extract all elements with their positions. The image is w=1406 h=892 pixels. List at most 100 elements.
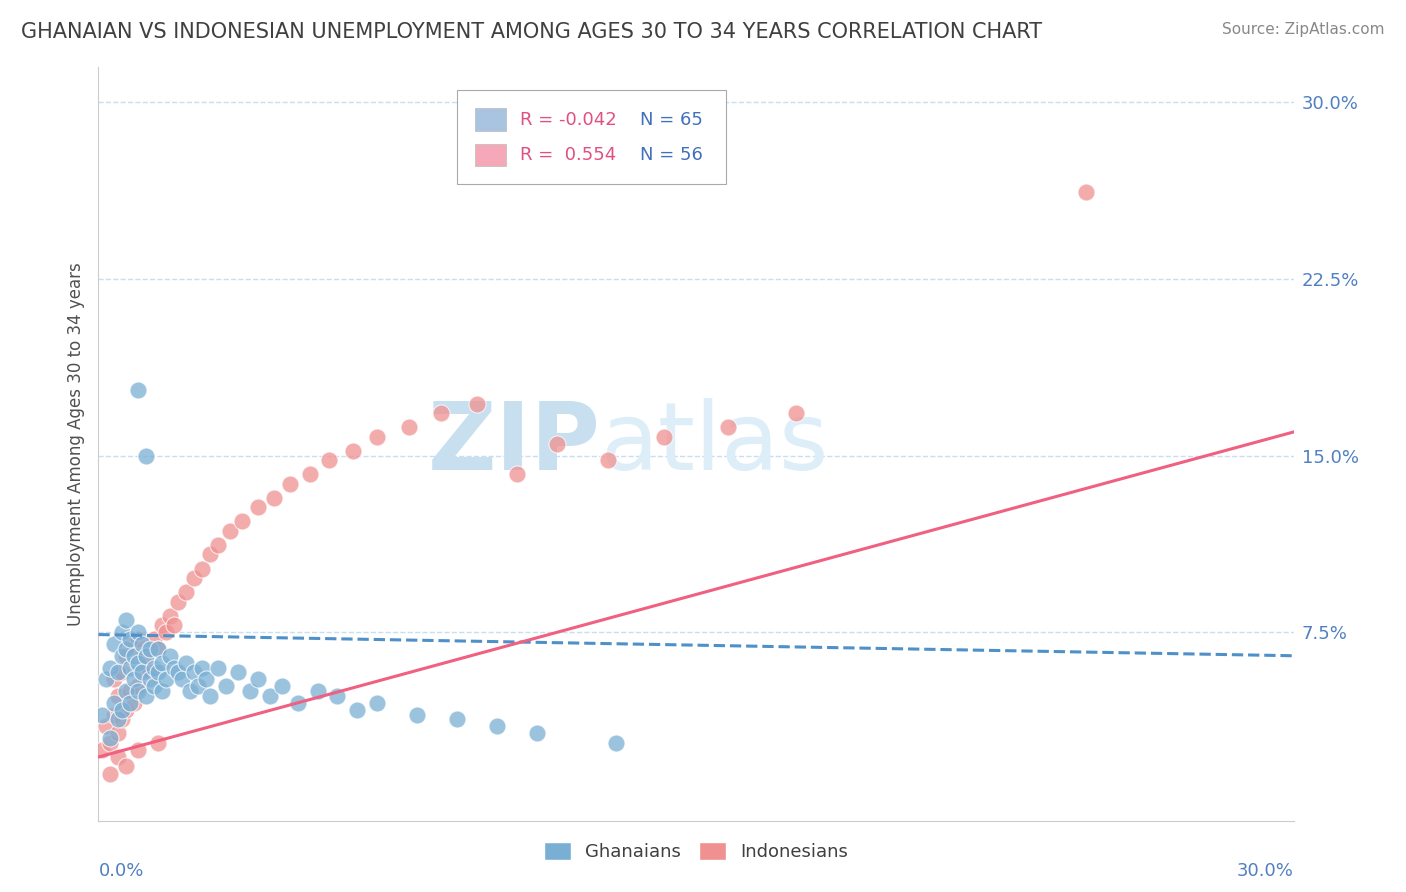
Point bbox=[183, 571, 205, 585]
Text: R =  0.554: R = 0.554 bbox=[520, 146, 617, 164]
Point bbox=[127, 625, 149, 640]
Text: 30.0%: 30.0% bbox=[1237, 862, 1294, 880]
Point bbox=[135, 449, 157, 463]
Point bbox=[131, 665, 153, 680]
Point bbox=[239, 684, 262, 698]
Point bbox=[124, 648, 146, 663]
Text: Source: ZipAtlas.com: Source: ZipAtlas.com bbox=[1222, 22, 1385, 37]
Point bbox=[163, 618, 186, 632]
Point bbox=[263, 491, 285, 505]
Point bbox=[124, 641, 146, 656]
Point bbox=[111, 665, 134, 680]
Point bbox=[465, 397, 488, 411]
Point bbox=[155, 673, 177, 687]
Point bbox=[155, 625, 177, 640]
Point bbox=[546, 437, 568, 451]
Text: R = -0.042: R = -0.042 bbox=[520, 111, 617, 128]
Point bbox=[120, 637, 142, 651]
Point bbox=[326, 689, 349, 703]
Point bbox=[131, 637, 153, 651]
Point bbox=[342, 443, 364, 458]
Point bbox=[98, 660, 122, 674]
Text: atlas: atlas bbox=[600, 398, 828, 490]
Point bbox=[406, 707, 429, 722]
Text: 0.0%: 0.0% bbox=[98, 862, 143, 880]
Text: N = 56: N = 56 bbox=[640, 146, 703, 164]
Point bbox=[366, 696, 388, 710]
Point bbox=[605, 736, 627, 750]
Point bbox=[107, 750, 129, 764]
Point bbox=[307, 684, 329, 698]
Point bbox=[98, 731, 122, 746]
Point bbox=[652, 430, 675, 444]
Point bbox=[150, 618, 173, 632]
Point bbox=[148, 736, 170, 750]
Point bbox=[107, 726, 129, 740]
Point bbox=[278, 476, 301, 491]
Point bbox=[1076, 185, 1098, 199]
Point bbox=[226, 665, 249, 680]
Point bbox=[526, 726, 548, 740]
Point bbox=[115, 759, 138, 773]
Point bbox=[107, 665, 129, 680]
Point bbox=[150, 656, 173, 670]
FancyBboxPatch shape bbox=[457, 89, 725, 184]
Point bbox=[111, 712, 134, 726]
Point bbox=[159, 648, 181, 663]
Point bbox=[446, 712, 468, 726]
Point bbox=[131, 660, 153, 674]
Point bbox=[127, 383, 149, 397]
Point bbox=[148, 641, 170, 656]
Text: N = 65: N = 65 bbox=[640, 111, 703, 128]
Point bbox=[107, 689, 129, 703]
Text: ZIP: ZIP bbox=[427, 398, 600, 490]
Y-axis label: Unemployment Among Ages 30 to 34 years: Unemployment Among Ages 30 to 34 years bbox=[66, 262, 84, 625]
Point bbox=[191, 561, 214, 575]
Point bbox=[172, 673, 194, 687]
Point bbox=[191, 660, 214, 674]
Point bbox=[174, 585, 197, 599]
Point bbox=[111, 625, 134, 640]
Point bbox=[103, 696, 125, 710]
Point bbox=[127, 743, 149, 757]
Point bbox=[143, 679, 166, 693]
Point bbox=[246, 500, 269, 515]
Point bbox=[91, 743, 114, 757]
Point bbox=[198, 548, 221, 562]
Point bbox=[598, 453, 620, 467]
Point bbox=[120, 696, 142, 710]
Point bbox=[103, 673, 125, 687]
Point bbox=[120, 660, 142, 674]
Point bbox=[127, 679, 149, 693]
Point bbox=[150, 684, 173, 698]
Point bbox=[111, 703, 134, 717]
Point bbox=[187, 679, 209, 693]
Point bbox=[135, 689, 157, 703]
Point bbox=[103, 637, 125, 651]
Point bbox=[127, 656, 149, 670]
Point bbox=[115, 703, 138, 717]
Point bbox=[115, 648, 138, 663]
Point bbox=[215, 679, 238, 693]
Point bbox=[143, 632, 166, 647]
Point bbox=[231, 515, 253, 529]
Point bbox=[103, 707, 125, 722]
Point bbox=[124, 673, 146, 687]
Point bbox=[127, 632, 149, 647]
Point bbox=[115, 614, 138, 628]
Point bbox=[246, 673, 269, 687]
Bar bbox=[475, 144, 506, 167]
Point bbox=[96, 719, 118, 733]
Point bbox=[198, 689, 221, 703]
Point bbox=[183, 665, 205, 680]
Point bbox=[127, 684, 149, 698]
Point bbox=[259, 689, 281, 703]
Point bbox=[179, 684, 201, 698]
Point bbox=[120, 632, 142, 647]
Point bbox=[91, 707, 114, 722]
Point bbox=[159, 608, 181, 623]
Point bbox=[207, 538, 229, 552]
Point bbox=[115, 684, 138, 698]
Point bbox=[139, 665, 162, 680]
Point bbox=[430, 406, 453, 420]
